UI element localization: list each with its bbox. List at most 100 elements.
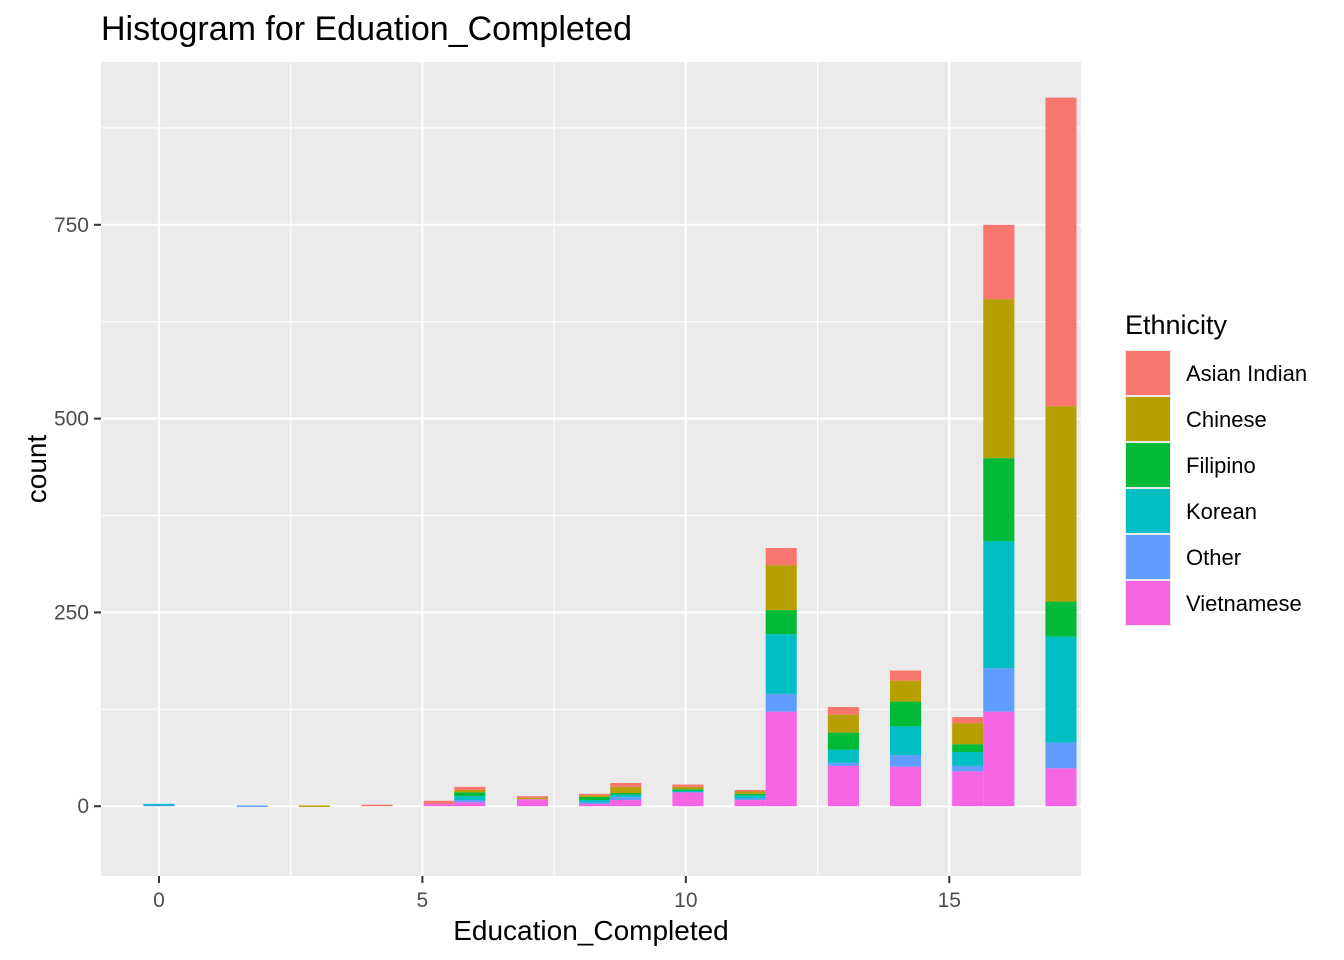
bar-segment <box>516 799 549 807</box>
legend: Ethnicity Asian Indian Chinese Filipino Kor… <box>1125 310 1307 626</box>
legend-label: Asian Indian <box>1186 361 1307 386</box>
bar-segment <box>827 762 859 766</box>
bar-segment <box>734 791 766 794</box>
bar-segment <box>143 804 175 807</box>
bar-segment <box>610 786 642 794</box>
bar-segment <box>672 786 704 790</box>
bar-segment <box>952 751 984 766</box>
bar-segment <box>890 680 922 702</box>
y-tick-label: 250 <box>54 601 89 624</box>
bar-segment <box>610 796 642 801</box>
bar-segment <box>236 805 268 807</box>
bar-segment <box>765 634 797 694</box>
bar-segment <box>890 670 922 681</box>
bar-segment <box>983 458 1015 542</box>
bar-segment <box>454 789 486 793</box>
bars <box>143 97 1077 807</box>
legend-items: Asian Indian Chinese Filipino Korean Other Vi… <box>1125 350 1307 626</box>
bar-segment <box>983 299 1015 459</box>
y-axis-title: count <box>21 435 52 504</box>
bar-segment <box>454 802 486 807</box>
legend-title: Ethnicity <box>1125 310 1228 340</box>
bar-segment <box>765 548 797 566</box>
bar-segment <box>1045 97 1077 407</box>
bar-segment <box>983 541 1015 669</box>
bar-segment <box>827 749 859 763</box>
legend-swatch <box>1126 581 1170 625</box>
bar-segment <box>952 717 984 724</box>
bar-segment <box>734 789 766 792</box>
bar-segment <box>765 565 797 611</box>
bar-segment <box>983 668 1015 712</box>
chart-title: Histogram for Eduation_Completed <box>101 10 632 48</box>
bar-segment <box>454 796 486 801</box>
legend-label: Vietnamese <box>1186 591 1302 616</box>
bar-segment <box>1045 636 1077 743</box>
bar-segment <box>423 800 455 804</box>
bar-segment <box>890 726 922 756</box>
bar-segment <box>952 765 984 772</box>
bar-segment <box>890 755 922 767</box>
x-tick-label: 0 <box>153 889 165 912</box>
bar-segment <box>361 804 393 807</box>
bar-segment <box>672 789 704 793</box>
grid-minor <box>101 62 1081 876</box>
bar-segment <box>298 805 330 807</box>
bar-segment <box>734 795 766 799</box>
legend-label: Filipino <box>1186 453 1256 478</box>
legend-swatch <box>1126 489 1170 533</box>
bar-segment <box>672 792 704 807</box>
bar-segment <box>610 793 642 795</box>
bar-segment <box>827 714 859 733</box>
bar-segment <box>765 693 797 712</box>
bar-segment <box>610 800 642 807</box>
bar-segment <box>765 610 797 635</box>
bar-segment <box>1045 742 1077 769</box>
bar-segment <box>734 799 766 807</box>
bar-segment <box>827 765 859 807</box>
bar-segment <box>890 766 922 807</box>
legend-swatch <box>1126 535 1170 579</box>
x-axis-title: Education_Completed <box>453 915 729 946</box>
bar-segment <box>827 706 859 715</box>
bar-segment <box>516 797 549 800</box>
plot-panel <box>101 62 1081 876</box>
bar-segment <box>610 782 642 787</box>
legend-swatch <box>1126 443 1170 487</box>
bar-segment <box>672 789 704 791</box>
bar-segment <box>143 803 175 806</box>
bar-segment <box>1045 601 1077 637</box>
bar-segment <box>827 732 859 750</box>
bar-segment <box>1045 406 1077 602</box>
bar-segment <box>579 802 611 804</box>
x-tick-label: 10 <box>674 889 697 912</box>
legend-label: Other <box>1186 545 1241 570</box>
bar-segment <box>454 786 486 790</box>
bar-segment <box>734 798 766 800</box>
legend-label: Chinese <box>1186 407 1267 432</box>
bar-segment <box>672 784 704 787</box>
bar-segment <box>952 771 984 807</box>
legend-swatch <box>1126 351 1170 395</box>
bar-segment <box>454 800 486 803</box>
x-tick-label: 5 <box>417 889 429 912</box>
bar-segment <box>423 803 455 807</box>
legend-swatch <box>1126 397 1170 441</box>
bar-segment <box>579 803 611 807</box>
y-tick-label: 0 <box>77 795 89 818</box>
bar-segment <box>952 744 984 752</box>
legend-label: Korean <box>1186 499 1257 524</box>
bar-segment <box>610 794 642 797</box>
y-tick-label: 500 <box>54 408 89 431</box>
bar-segment <box>516 796 549 798</box>
bar-segment <box>579 793 611 796</box>
bar-segment <box>983 224 1015 300</box>
bar-segment <box>579 800 611 803</box>
bar-segment <box>765 711 797 807</box>
bar-segment <box>952 723 984 745</box>
bar-segment <box>983 711 1015 807</box>
y-axis: 0 250 500 750 <box>54 214 101 818</box>
bar-segment <box>579 796 611 801</box>
bar-segment <box>1045 768 1077 807</box>
